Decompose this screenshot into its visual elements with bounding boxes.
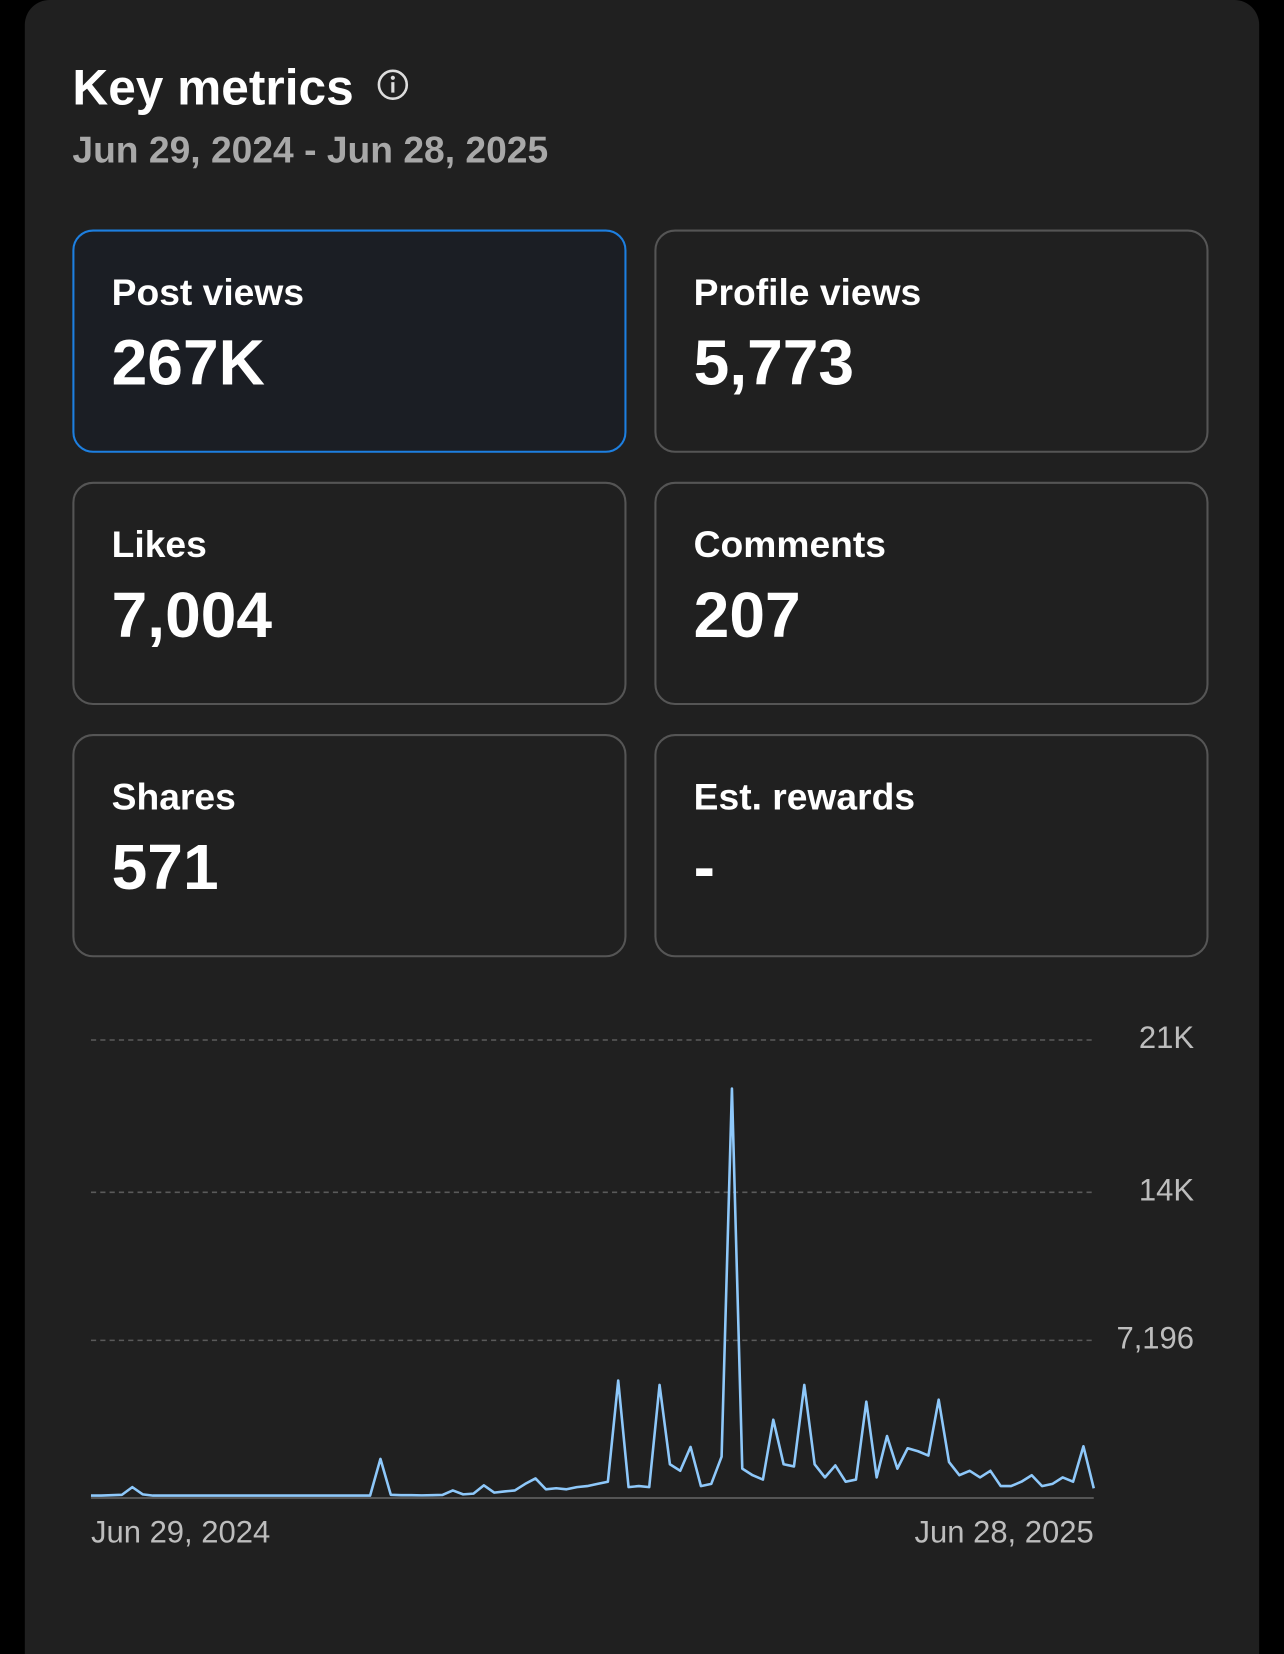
metric-label: Likes [111,523,207,566]
date-range: Jun 29, 2024 - Jun 28, 2025 [72,128,549,171]
x-tick-label: Jun 28, 2025 [914,1514,1093,1549]
metric-label: Post views [111,270,305,314]
y-tick-label: 14K [1139,1173,1194,1208]
metric-value: - [693,832,716,904]
x-tick-label: Jun 29, 2024 [91,1514,270,1549]
info-icon[interactable] [376,68,409,101]
metric-value: 207 [693,579,801,652]
metric-label: Comments [693,523,886,566]
metric-card[interactable]: Likes 7,004 [72,481,627,706]
metric-card[interactable]: Profile views 5,773 [654,229,1209,453]
metric-label: Profile views [693,270,922,314]
metric-value: 7,004 [111,579,273,652]
metric-card[interactable]: Post views 267K [72,229,627,453]
metric-value: 5,773 [693,327,855,400]
metric-card[interactable]: Est. rewards - [654,733,1209,958]
metric-label: Shares [111,775,236,818]
line-series [90,1087,1096,1497]
title: Key metrics [72,60,354,116]
metric-card[interactable]: Comments 207 [654,481,1209,706]
metric-value: 267K [111,327,265,400]
y-tick-label: 21K [1139,1020,1194,1055]
chart: 7,196 14K 21K Jun 29, 2024 Jun 28, 2025 [90,1020,1194,1549]
metric-card[interactable]: Shares 571 [72,733,627,958]
metric-label: Est. rewards [693,775,916,818]
metric-value: 571 [111,832,219,904]
y-tick-label: 7,196 [1116,1321,1194,1356]
